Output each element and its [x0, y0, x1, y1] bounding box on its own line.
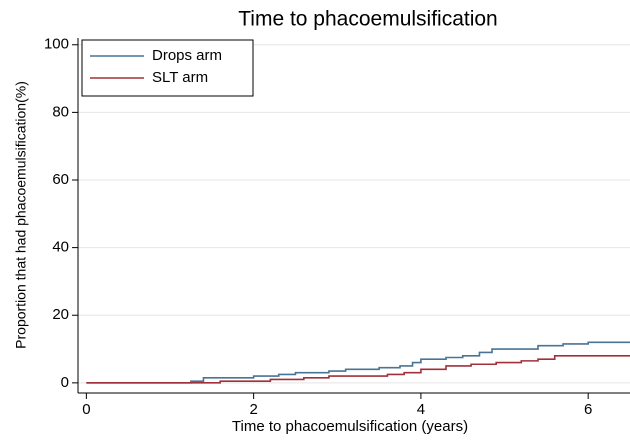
- series-line: [86, 355, 630, 384]
- y-tick-label: 80: [52, 103, 69, 120]
- y-axis-label: Proportion that had phacoemulsification(…: [13, 81, 29, 349]
- y-tick-label: 20: [52, 306, 69, 323]
- legend-label: SLT arm: [152, 69, 208, 86]
- y-tick-label: 40: [52, 239, 69, 256]
- x-axis-label: Time to phacoemulsification (years): [232, 418, 468, 435]
- series-line: [86, 341, 630, 384]
- y-tick-label: 60: [52, 171, 69, 188]
- legend-label: Drops arm: [152, 47, 222, 64]
- x-tick-label: 2: [249, 401, 257, 418]
- chart-title: Time to phacoemulsification: [238, 8, 498, 31]
- y-tick-label: 100: [44, 36, 69, 53]
- x-tick-label: 6: [584, 401, 592, 418]
- legend-box: [81, 39, 254, 97]
- y-tick-label: 0: [61, 374, 69, 391]
- x-tick-label: 0: [82, 401, 90, 418]
- x-tick-label: 4: [417, 401, 425, 418]
